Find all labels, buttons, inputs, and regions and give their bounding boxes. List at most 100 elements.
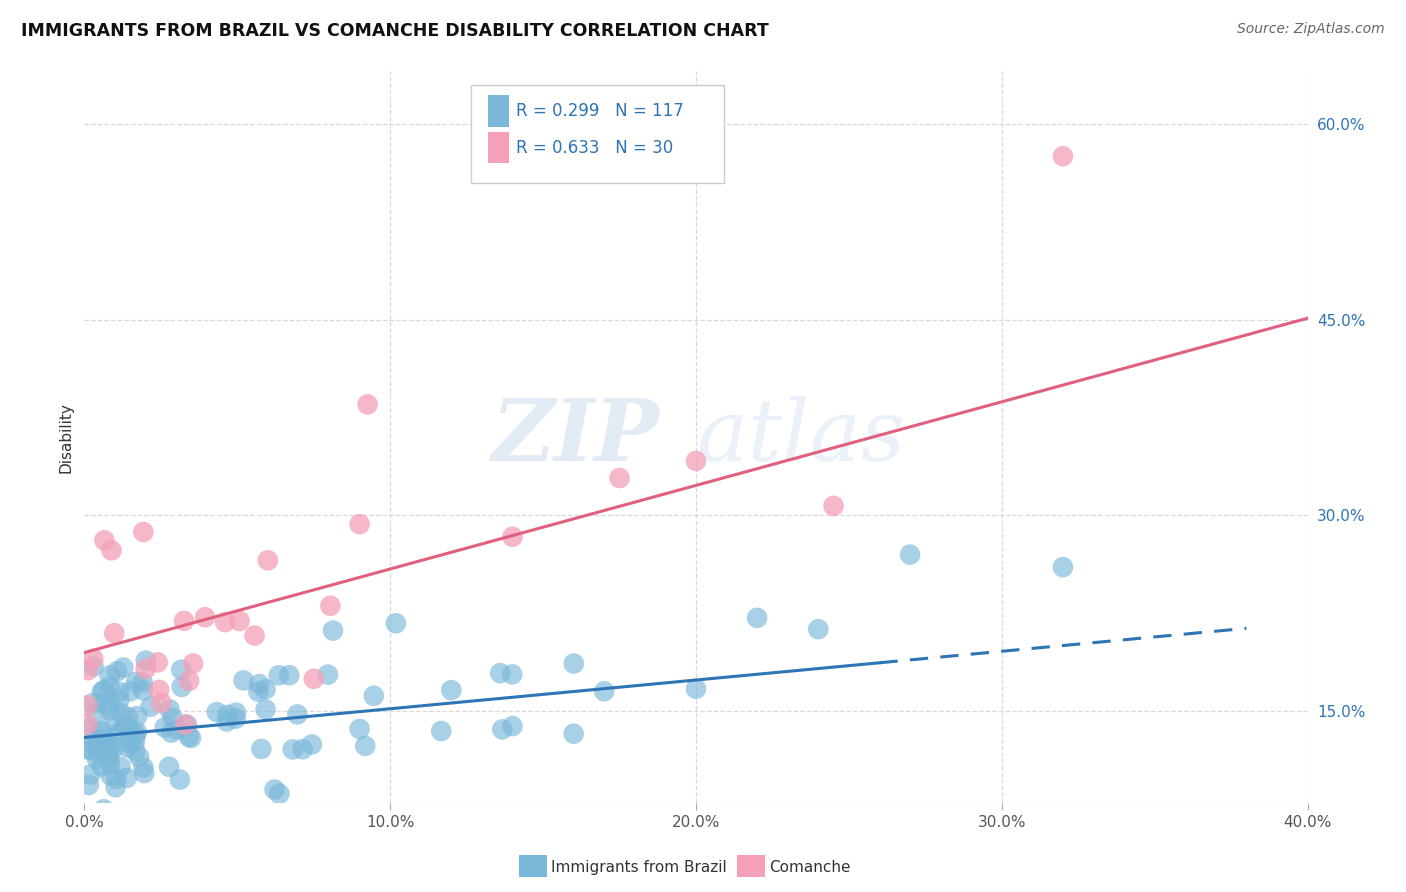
Point — [349, 517, 371, 532]
Text: R = 0.633   N = 30: R = 0.633 N = 30 — [516, 138, 673, 157]
Point — [153, 721, 176, 735]
Point — [125, 675, 148, 690]
Point — [97, 740, 120, 755]
Point — [90, 685, 112, 699]
Point — [232, 673, 254, 688]
Point — [89, 747, 111, 762]
Point — [170, 680, 193, 694]
Point — [93, 697, 115, 711]
Point — [823, 499, 845, 513]
Point — [117, 710, 139, 724]
Point — [177, 730, 200, 744]
Point — [162, 711, 184, 725]
Point — [489, 666, 512, 681]
Point — [77, 663, 100, 677]
Point — [79, 767, 101, 781]
Point — [685, 681, 707, 696]
Point — [214, 615, 236, 629]
Point — [98, 668, 121, 682]
Point — [82, 652, 104, 666]
Y-axis label: Disability: Disability — [58, 401, 73, 473]
Point — [181, 657, 204, 671]
Point — [281, 742, 304, 756]
Point — [83, 734, 105, 748]
Point — [82, 696, 104, 710]
Point — [93, 533, 115, 548]
Point — [107, 727, 129, 741]
Point — [96, 739, 118, 754]
Point — [157, 760, 180, 774]
Point — [114, 717, 136, 731]
Point — [254, 682, 277, 697]
Point — [562, 727, 585, 741]
Point — [685, 454, 707, 468]
Point — [86, 752, 108, 766]
Point — [135, 662, 157, 676]
Point — [160, 725, 183, 739]
Point — [125, 725, 148, 739]
Text: Comanche: Comanche — [769, 860, 851, 874]
Point — [127, 709, 149, 723]
Point — [98, 697, 121, 711]
Point — [98, 757, 121, 772]
Text: IMMIGRANTS FROM BRAZIL VS COMANCHE DISABILITY CORRELATION CHART: IMMIGRANTS FROM BRAZIL VS COMANCHE DISAB… — [21, 22, 769, 40]
Point — [79, 743, 101, 757]
Point — [110, 760, 132, 774]
Point — [354, 739, 377, 753]
Point — [217, 708, 239, 723]
Point — [278, 668, 301, 682]
Point — [1052, 149, 1074, 163]
Point — [225, 706, 247, 720]
Point — [134, 766, 156, 780]
Point — [502, 530, 524, 544]
Point — [301, 738, 323, 752]
Point — [139, 699, 162, 714]
Point — [128, 749, 150, 764]
Point — [176, 717, 198, 731]
Point — [115, 771, 138, 785]
Point — [110, 724, 132, 739]
Point — [118, 736, 141, 750]
Point — [502, 719, 524, 733]
Point — [100, 738, 122, 752]
Point — [363, 689, 385, 703]
Point — [263, 782, 285, 797]
Point — [100, 543, 122, 558]
Point — [110, 706, 132, 721]
Point — [98, 680, 121, 694]
Point — [146, 656, 169, 670]
Point — [97, 747, 120, 762]
Point — [104, 714, 127, 728]
Point — [322, 624, 344, 638]
Point — [84, 740, 107, 755]
Point — [170, 663, 193, 677]
Point — [98, 704, 121, 718]
Point — [747, 611, 769, 625]
Point — [105, 772, 128, 786]
Point — [215, 714, 238, 729]
Point — [562, 657, 585, 671]
Point — [501, 667, 523, 681]
Point — [440, 683, 463, 698]
Point — [609, 471, 631, 485]
Point — [120, 684, 142, 698]
Point — [166, 723, 188, 737]
Point — [205, 705, 228, 719]
Point — [180, 731, 202, 745]
Point — [593, 684, 616, 698]
Point — [108, 685, 131, 699]
Point — [159, 702, 181, 716]
Point — [90, 759, 112, 773]
Text: Immigrants from Brazil: Immigrants from Brazil — [551, 860, 727, 874]
Point — [257, 553, 280, 567]
Point — [247, 677, 270, 691]
Point — [76, 722, 98, 736]
Point — [148, 682, 170, 697]
Point — [90, 731, 112, 746]
Point — [117, 740, 139, 755]
Point — [285, 707, 308, 722]
Point — [89, 725, 111, 739]
Point — [120, 730, 142, 744]
Point — [104, 780, 127, 795]
Point — [77, 778, 100, 792]
